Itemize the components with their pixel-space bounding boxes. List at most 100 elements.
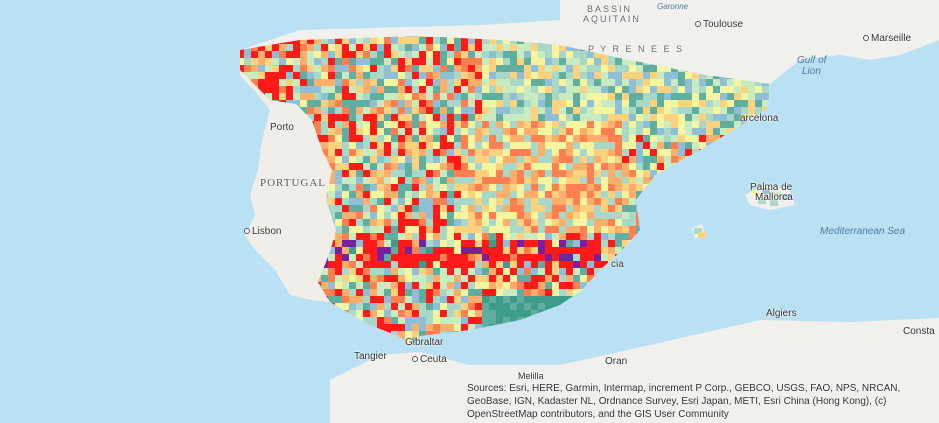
raster-cell [629,93,636,100]
raster-cell [573,268,580,275]
raster-cell [608,205,615,212]
raster-cell [482,184,489,191]
raster-cell [321,331,328,338]
raster-cell [699,79,706,86]
raster-cell [594,345,601,346]
raster-cell [475,212,482,219]
raster-cell [594,156,601,163]
raster-cell [685,128,692,135]
raster-cell [468,282,475,289]
raster-cell [363,254,370,261]
raster-cell [230,226,237,233]
raster-cell [405,79,412,86]
raster-cell [594,226,601,233]
raster-cell [342,191,349,198]
raster-cell [734,128,741,135]
raster-cell [573,121,580,128]
raster-cell [328,142,335,149]
raster-cell [594,219,601,226]
raster-cell [230,219,237,226]
raster-cell [699,163,706,170]
raster-cell [517,275,524,282]
raster-cell [573,128,580,135]
raster-cell [461,338,468,345]
raster-cell [629,282,636,289]
raster-cell [391,44,398,51]
raster-cell [692,317,699,324]
raster-cell [412,219,419,226]
raster-cell [240,86,244,93]
raster-cell [608,317,615,324]
raster-cell [426,177,433,184]
raster-cell [692,86,699,93]
raster-cell [468,331,475,338]
raster-cell [489,338,496,345]
raster-cell [335,226,342,233]
raster-cell [240,317,244,324]
raster-cell [678,254,685,261]
raster-cell [454,65,461,72]
raster-cell [468,261,475,268]
raster-cell [706,198,713,205]
raster-cell [531,282,538,289]
raster-cell [685,79,692,86]
raster-cell [482,289,489,296]
raster-cell [412,212,419,219]
raster-cell [517,58,524,65]
raster-cell [398,247,405,254]
raster-cell [517,142,524,149]
raster-cell [762,254,769,261]
raster-cell [356,86,363,93]
raster-cell [503,226,510,233]
raster-cell [405,303,412,310]
raster-cell [636,114,643,121]
raster-cell [699,212,706,219]
raster-cell [370,275,377,282]
raster-cell [503,275,510,282]
raster-cell [286,303,293,310]
raster-cell [272,36,279,37]
raster-cell [447,128,454,135]
raster-cell [363,303,370,310]
raster-cell [426,310,433,317]
raster-cell [545,289,552,296]
raster-cell [307,114,314,121]
raster-cell [461,163,468,170]
raster-cell [468,65,475,72]
raster-cell [622,142,629,149]
raster-cell [356,100,363,107]
raster-cell [426,198,433,205]
raster-cell [426,58,433,65]
raster-cell [335,331,342,338]
raster-cell [426,184,433,191]
raster-cell [566,303,573,310]
raster-cell [468,114,475,121]
raster-cell [615,282,622,289]
raster-cell [720,100,727,107]
raster-cell [657,205,664,212]
raster-cell [559,72,566,79]
raster-cell [734,205,741,212]
raster-cell [580,177,587,184]
raster-cell [426,331,433,338]
raster-cell [531,303,538,310]
raster-cell [230,30,237,37]
raster-cell [699,149,706,156]
raster-cell [587,170,594,177]
raster-cell [349,72,356,79]
raster-cell [608,240,615,247]
raster-cell [461,296,468,303]
raster-cell [594,149,601,156]
raster-cell [412,36,419,37]
raster-cell [741,240,748,247]
raster-cell [244,212,251,219]
raster-cell [426,37,433,44]
raster-cell [552,58,559,65]
raster-cell [454,275,461,282]
raster-cell [363,156,370,163]
raster-cell [636,233,643,240]
raster-cell [447,212,454,219]
raster-cell [377,142,384,149]
raster-cell [405,170,412,177]
